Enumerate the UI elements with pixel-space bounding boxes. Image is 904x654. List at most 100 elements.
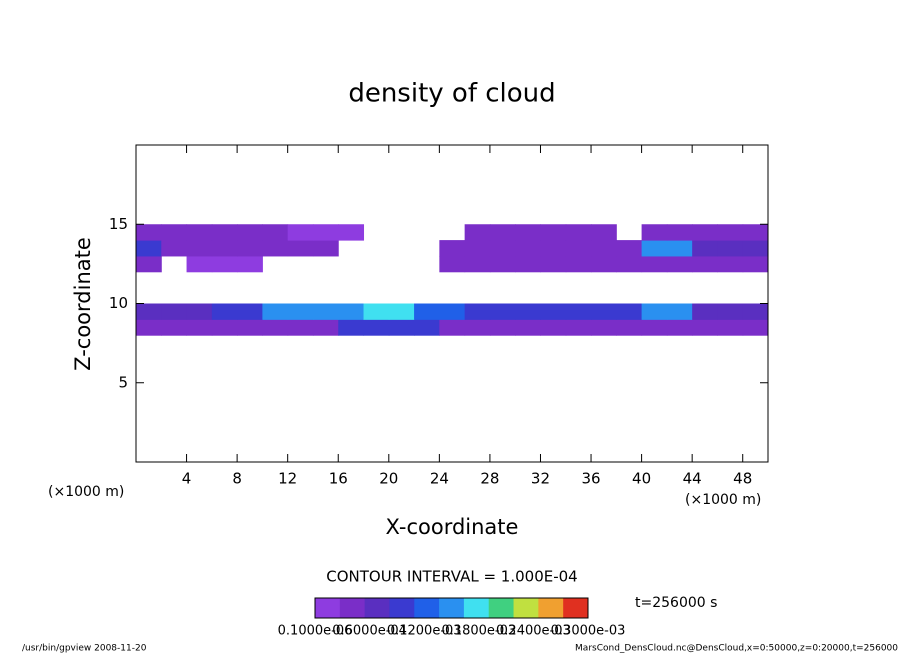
colorbar-swatch [463, 598, 490, 618]
contour-cell [742, 240, 769, 257]
contour-cell [161, 319, 188, 336]
contour-cell [211, 224, 238, 241]
contour-cell [515, 240, 541, 257]
contour-cell [591, 224, 617, 241]
contour-cell [591, 255, 617, 273]
contour-cell [666, 255, 693, 273]
x-tick-label: 36 [581, 470, 600, 488]
contour-cell [565, 255, 592, 273]
contour-cell [287, 224, 314, 241]
x-tick-label: 4 [182, 470, 192, 488]
y-tick-label: 5 [118, 373, 128, 391]
colorbar-swatch [513, 598, 539, 618]
colorbar-label: 0.6000e-04 [332, 624, 407, 639]
contour-cell [565, 240, 592, 257]
contour-cell [439, 240, 466, 257]
contour-cell [237, 319, 263, 336]
contour-cell [616, 255, 643, 273]
contour-cell [363, 303, 390, 320]
contour-cell [312, 303, 339, 320]
contour-cell [515, 255, 541, 273]
colorbar-swatch [315, 598, 341, 618]
contour-cell [414, 319, 440, 336]
contour-cell [540, 319, 567, 336]
contour-cell [666, 240, 693, 257]
contour-cell [237, 224, 263, 241]
contour-cell [742, 303, 769, 320]
contour-cell [641, 255, 668, 273]
x-tick-label: 48 [733, 470, 752, 488]
contour-cell [565, 319, 592, 336]
x-tick-label: 28 [480, 470, 499, 488]
contour-cell [616, 303, 643, 320]
colorbar-label: 0.1800e-03 [441, 624, 516, 639]
contour-cell [692, 303, 718, 320]
contour-cell [591, 240, 617, 257]
contour-cell [641, 240, 668, 257]
contour-cell [666, 224, 693, 241]
contour-cell [262, 303, 289, 320]
contour-cell [641, 319, 668, 336]
contour-cell [616, 240, 643, 257]
contour-cell [591, 303, 617, 320]
contour-cell [186, 319, 213, 336]
contour-cell [186, 224, 213, 241]
contour-cell [287, 240, 314, 257]
contour-cell [136, 240, 162, 257]
contour-cell [161, 224, 188, 241]
contour-cell [489, 240, 516, 257]
contour-cell [211, 240, 238, 257]
contour-cell [136, 224, 162, 241]
contour-cell [692, 255, 718, 273]
contour-interval: CONTOUR INTERVAL = 1.000E-04 [326, 568, 577, 586]
contour-cell [565, 303, 592, 320]
contour-cell [439, 303, 466, 320]
contour-cell [312, 319, 339, 336]
colorbar-swatch [538, 598, 564, 618]
x-tick-label: 20 [379, 470, 398, 488]
colorbar-label: 0.1200e-03 [387, 624, 462, 639]
y-unit: (×1000 m) [48, 484, 124, 500]
y-axis-label: Z-coordinate [71, 237, 95, 371]
x-tick-label: 24 [430, 470, 449, 488]
contour-cell [540, 224, 567, 241]
colorbar-swatch [488, 598, 515, 618]
contour-cell [237, 303, 263, 320]
contour-cell [641, 303, 668, 320]
contour-cell [692, 319, 718, 336]
footer-left: /usr/bin/gpview 2008-11-20 [22, 644, 147, 654]
contour-cell [262, 319, 289, 336]
contour-cell [641, 224, 668, 241]
contour-cell [692, 224, 718, 241]
contour-cell [388, 319, 415, 336]
contour-cell [136, 319, 162, 336]
contour-cell [666, 303, 693, 320]
colorbar-frame [314, 597, 589, 619]
contour-cell [464, 303, 491, 320]
contour-cell [489, 224, 516, 241]
footer-right: MarsCond_DensCloud.nc@DensCloud,x=0:5000… [575, 644, 898, 654]
contour-cell [211, 255, 238, 273]
contour-cell [388, 303, 415, 320]
contour-cell [312, 240, 339, 257]
contour-cell [717, 224, 744, 241]
x-tick-label: 40 [632, 470, 651, 488]
contour-cell [363, 319, 390, 336]
contour-cell [439, 319, 466, 336]
contour-cell [237, 255, 263, 273]
contour-cell [717, 303, 744, 320]
colorbar-label: 0.3000e-03 [551, 624, 626, 639]
contour-cell [338, 224, 365, 241]
contour-cell [439, 255, 466, 273]
contour-cell [742, 255, 769, 273]
contour-cell [565, 224, 592, 241]
colorbar-label: 0.2400e-03 [496, 624, 571, 639]
contour-cell [515, 319, 541, 336]
contour-cell [540, 255, 567, 273]
contour-cell [414, 303, 440, 320]
contour-cell [464, 255, 491, 273]
contour-cell [489, 255, 516, 273]
contour-cell [717, 255, 744, 273]
contour-cell [464, 319, 491, 336]
